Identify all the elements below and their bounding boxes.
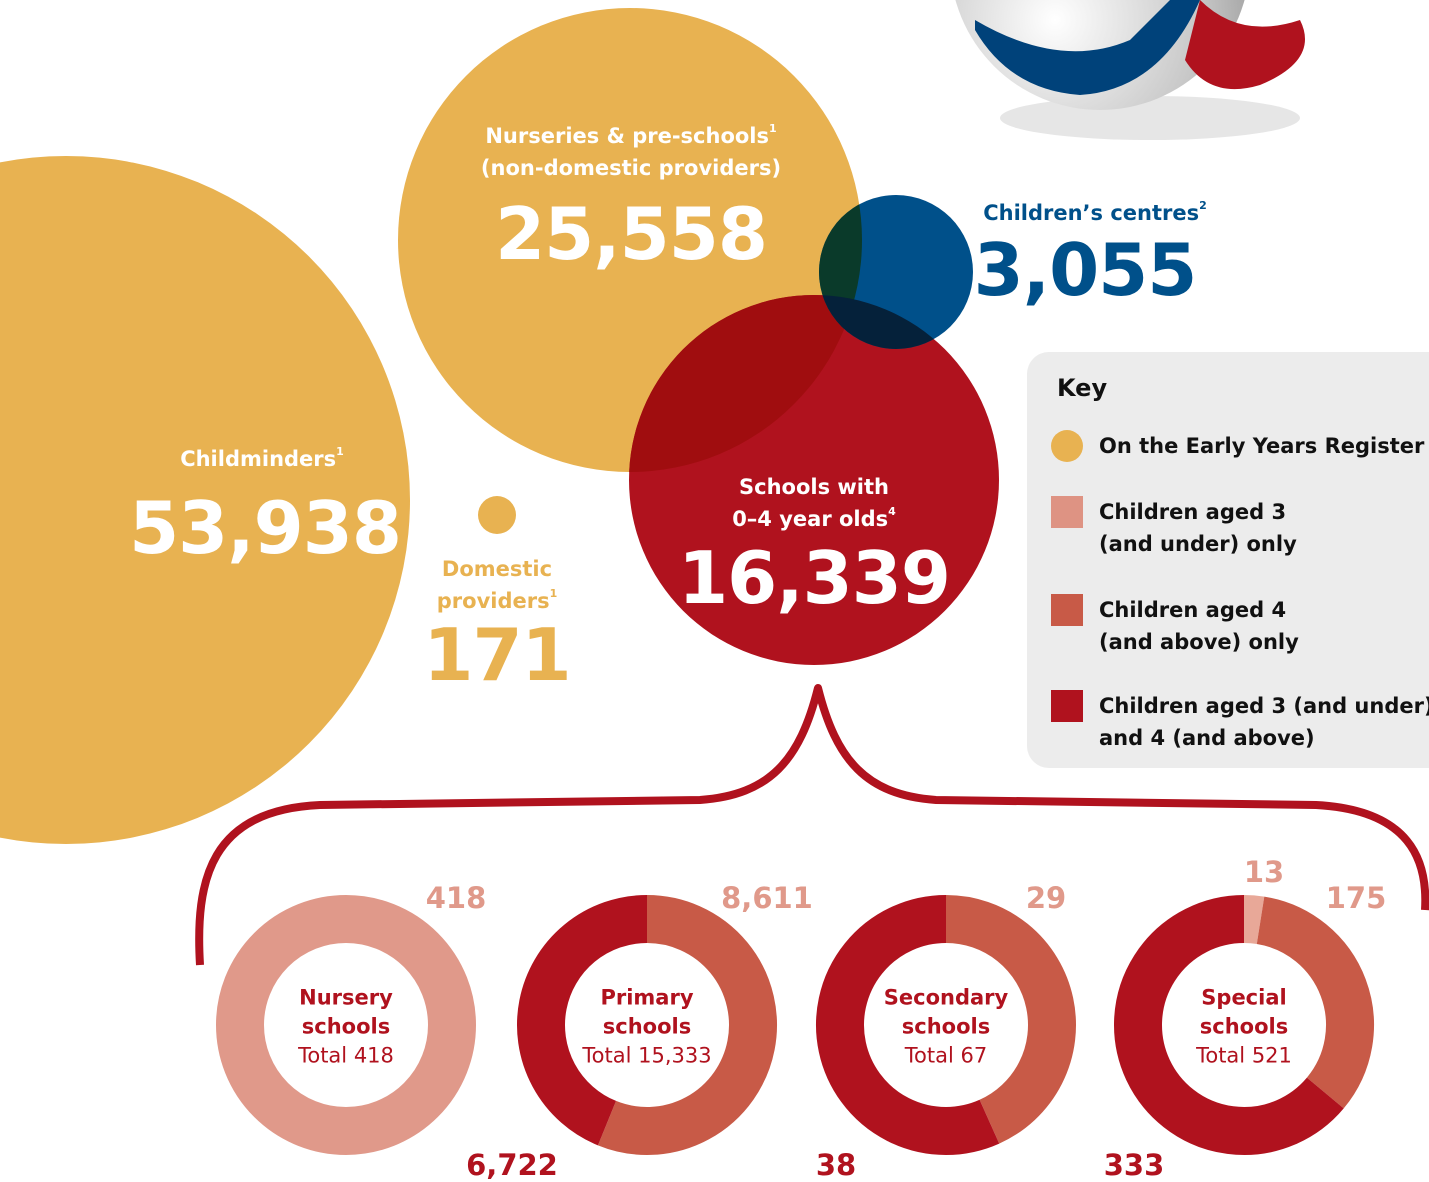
value-label: 6,722 [466,1148,558,1182]
donut-center: Primary schools Total 15,333 [572,984,722,1071]
value-label: 333 [1103,1148,1165,1182]
donut-title: Special schools [1199,985,1289,1039]
key-label: Children aged 4 (and above) only [1099,598,1299,654]
footnote: 1 [549,587,558,600]
brace [195,684,1429,966]
donut-title: Primary schools [600,985,694,1039]
ball-stripe [975,0,1200,95]
key-label: Children aged 3 (and under) only [1099,500,1297,556]
value-label: 38 [815,1148,857,1182]
label: Schools with [739,475,889,499]
bubble-label: Nurseries & pre-schools1 (non-domestic pr… [481,120,781,184]
donut-segment [1114,895,1344,1155]
bubble-label: Domestic providers1 [437,553,558,617]
footnote: 4 [888,505,896,518]
bubble-label: Schools with 0–4 year olds4 [732,471,896,535]
bubble-label: Children’s centres2 [983,197,1207,229]
donut-total: Total 15,333 [582,1043,712,1068]
donut-segment [816,895,1000,1155]
bubble-value: 53,938 [129,486,402,570]
footnote: 2 [1199,199,1207,212]
donut-center: Secondary schools Total 67 [871,984,1021,1071]
key-swatch [1051,594,1083,626]
label: Nurseries & pre-schools [485,124,769,148]
label: Childminders [180,447,337,471]
label: 0–4 year olds [732,507,889,531]
donut-segment [945,895,1076,1144]
donut-center: Special schools Total 521 [1169,984,1319,1071]
key-swatch [1051,690,1083,722]
ball-stripe [1185,0,1305,90]
donut-center: Nursery schools Total 418 [271,984,421,1071]
donut-total: Total 521 [1196,1043,1292,1068]
bubble-value: 16,339 [678,536,951,620]
label: (non-domestic providers) [480,156,782,180]
donut-segment [1256,896,1374,1109]
bubble-value: 171 [423,613,571,697]
footnote: 1 [769,122,777,135]
key-label: Children aged 3 (and under) and 4 (and a… [1099,694,1429,750]
label: Children’s centres [983,201,1200,225]
key-swatch [1051,496,1083,528]
value-label: 418 [425,881,487,915]
ball-shadow [1000,96,1300,140]
value-label: 8,611 [721,881,813,915]
donut-segment [1243,895,1265,945]
value-label: 13 [1243,855,1285,889]
key-label: On the Early Years Register [1099,434,1425,458]
bubble-value: 25,558 [495,192,768,276]
label: Domestic [441,557,553,581]
bubble-label: Childminders1 [180,443,344,475]
key-title: Key [1057,374,1108,402]
donut-segment [216,895,476,1156]
domestic-dot [478,496,516,534]
bubble-value: 3,055 [973,228,1198,312]
label: providers [436,589,550,613]
key-swatch [1051,430,1083,462]
childminders-bubble [0,156,410,844]
donut-title: Nursery schools [299,985,393,1039]
donut-title: Secondary schools [883,985,1009,1039]
donut-total: Total 67 [904,1043,988,1068]
donuts [216,895,1374,1156]
key: Key On the Early Years Register Children … [1027,352,1429,768]
footnote: 1 [336,445,344,458]
value-label: 29 [1025,881,1067,915]
donut-segment [597,895,777,1155]
donut-total: Total 418 [298,1043,394,1068]
overlap [629,295,862,472]
value-label: 175 [1325,881,1387,915]
donut-segment [517,895,648,1146]
